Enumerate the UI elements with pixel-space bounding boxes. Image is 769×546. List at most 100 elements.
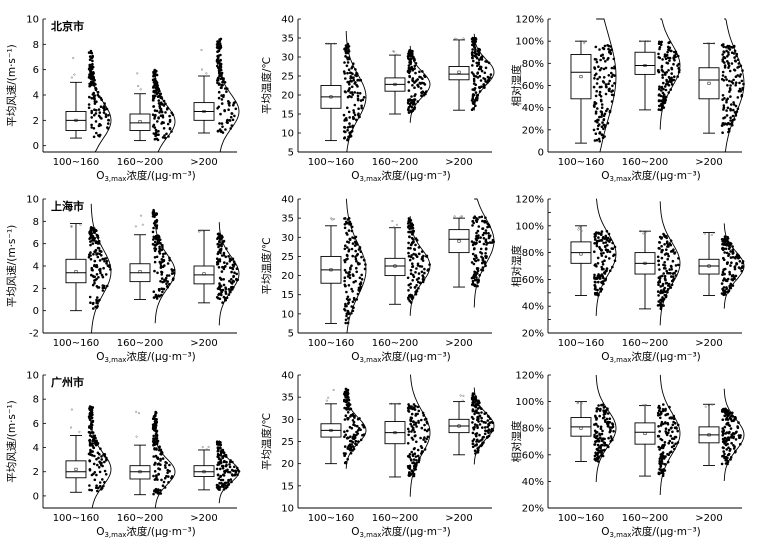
data-point	[351, 273, 355, 276]
data-point	[225, 460, 228, 464]
data-point	[426, 435, 430, 439]
outlier-point	[641, 404, 644, 407]
data-point	[656, 290, 660, 293]
data-point	[478, 433, 481, 437]
outlier-point	[645, 230, 648, 233]
data-point	[350, 287, 353, 291]
data-point	[472, 102, 475, 105]
data-point	[160, 478, 163, 482]
data-point	[721, 437, 725, 441]
data-point	[602, 76, 606, 79]
data-point	[659, 275, 662, 278]
data-point	[156, 489, 160, 492]
data-point	[159, 280, 162, 283]
data-point	[722, 432, 725, 435]
data-point	[667, 48, 670, 52]
data-point	[732, 78, 735, 82]
outlier-point	[137, 412, 140, 415]
data-point	[725, 109, 728, 112]
y-tick-label: 10	[26, 371, 39, 382]
data-point	[159, 452, 162, 456]
data-point	[157, 116, 160, 120]
data-point	[411, 262, 414, 266]
data-point	[421, 274, 425, 277]
data-point	[95, 473, 98, 477]
data-point	[595, 457, 599, 460]
outlier-point	[580, 40, 583, 43]
data-point	[602, 241, 605, 245]
y-tick-label: 80%	[522, 59, 544, 70]
data-point	[415, 440, 418, 444]
data-point	[221, 466, 225, 470]
data-point	[152, 296, 156, 299]
data-point	[170, 475, 174, 478]
data-point	[225, 119, 229, 122]
iqr-box	[129, 465, 151, 480]
data-point	[93, 239, 96, 242]
data-point	[216, 484, 220, 488]
data-point	[471, 40, 474, 43]
outlier-point	[644, 404, 647, 407]
data-point	[482, 242, 486, 246]
city-label: 上海市	[51, 199, 84, 213]
y-tick-label: 100%	[515, 37, 544, 48]
data-point	[421, 259, 425, 262]
iqr-box	[698, 258, 720, 275]
mean-marker	[579, 426, 583, 430]
y-tick-label: 0	[538, 148, 544, 159]
x-tick-label: 100~160	[53, 157, 100, 168]
data-point	[157, 287, 161, 291]
data-point	[220, 482, 223, 485]
data-point	[666, 50, 669, 54]
data-point	[722, 50, 725, 53]
y-tick-label: 2	[33, 284, 39, 295]
y-tick-label: 35	[281, 34, 294, 45]
data-point	[349, 79, 352, 83]
data-point	[417, 246, 421, 249]
data-point	[604, 241, 608, 244]
data-point	[658, 303, 661, 307]
data-point	[351, 445, 355, 448]
outlier-point	[577, 401, 580, 404]
data-point	[168, 127, 172, 130]
data-point	[413, 67, 416, 70]
data-point	[421, 91, 425, 94]
data-point	[161, 457, 165, 460]
data-point	[408, 75, 412, 79]
data-point	[604, 60, 607, 63]
data-point	[223, 265, 226, 269]
data-point	[475, 238, 479, 242]
data-point	[350, 91, 354, 94]
data-point	[152, 105, 155, 108]
data-point	[218, 286, 221, 290]
data-point	[219, 461, 223, 465]
data-point	[152, 455, 155, 458]
y-tick-label: 4	[33, 443, 39, 454]
data-point	[160, 277, 164, 280]
data-point	[722, 279, 725, 282]
data-point	[353, 113, 357, 117]
data-point	[737, 266, 741, 269]
y-tick-label: 6	[33, 419, 39, 430]
data-point	[153, 425, 156, 428]
data-point	[104, 257, 108, 260]
data-point	[471, 48, 474, 51]
data-point	[354, 279, 357, 283]
data-point	[475, 256, 478, 260]
data-point	[345, 437, 349, 440]
data-point	[657, 94, 661, 97]
data-point	[355, 74, 359, 78]
data-point	[101, 275, 105, 279]
data-point	[734, 274, 738, 278]
data-point	[471, 439, 475, 443]
data-point	[412, 252, 416, 256]
data-point	[346, 429, 349, 433]
data-point	[659, 301, 662, 305]
data-point	[346, 71, 349, 75]
data-point	[665, 413, 668, 416]
data-point	[168, 120, 172, 123]
data-point	[346, 309, 350, 313]
data-point	[657, 300, 660, 303]
data-point	[153, 470, 157, 473]
data-point	[474, 405, 478, 409]
